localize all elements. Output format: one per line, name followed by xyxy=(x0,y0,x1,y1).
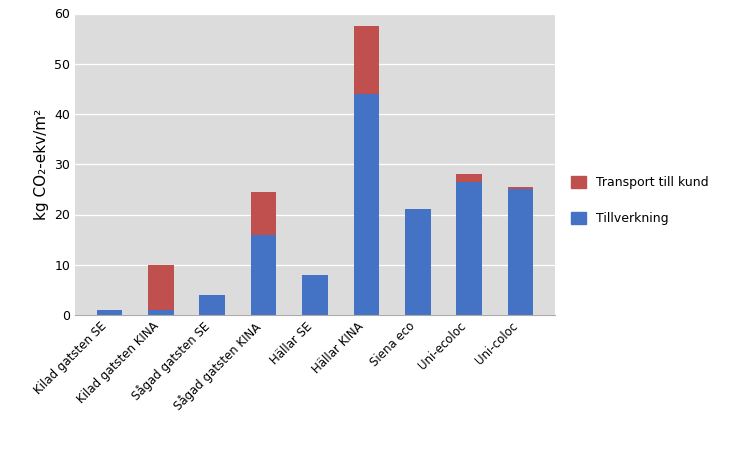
Bar xyxy=(97,310,122,315)
Bar xyxy=(251,234,277,315)
Bar xyxy=(148,310,174,315)
Bar xyxy=(148,265,174,310)
Bar xyxy=(508,189,533,315)
Bar xyxy=(456,182,482,315)
Bar xyxy=(456,174,482,182)
Legend: Transport till kund, Tillverkning: Transport till kund, Tillverkning xyxy=(566,171,714,230)
Bar xyxy=(353,26,380,94)
Bar xyxy=(200,295,225,315)
Bar xyxy=(405,209,430,315)
Bar xyxy=(302,275,328,315)
Y-axis label: kg CO₂-ekv/m²: kg CO₂-ekv/m² xyxy=(34,108,49,220)
Bar xyxy=(508,187,533,189)
Bar xyxy=(251,192,277,234)
Bar xyxy=(353,94,380,315)
